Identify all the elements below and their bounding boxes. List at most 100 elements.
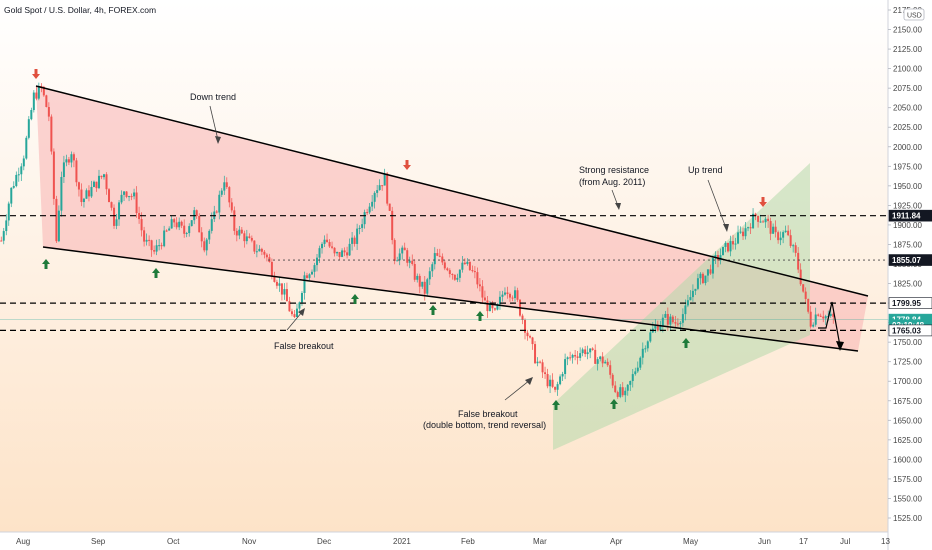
candle-body — [175, 222, 178, 228]
time-tick-label: May — [683, 537, 698, 546]
candle-body — [323, 239, 326, 244]
candle-body — [832, 313, 835, 317]
candle-body — [168, 228, 171, 231]
candle-body — [278, 283, 281, 286]
candle-body — [143, 230, 146, 242]
time-tick-label: 17 — [799, 537, 808, 546]
candle-body — [288, 301, 291, 312]
candle-body — [423, 281, 426, 294]
candle-body — [822, 316, 825, 319]
price-tick-label: 1525.00 — [893, 514, 922, 523]
candle-body — [691, 290, 694, 298]
candle-body — [67, 159, 70, 163]
candle-body — [356, 228, 359, 244]
candle-body — [258, 248, 261, 252]
candle-body — [684, 305, 687, 315]
currency-label[interactable]: USD — [907, 13, 922, 20]
candle-body — [170, 219, 173, 229]
annotation-false-breakout-1: False breakout — [274, 308, 334, 351]
up-arrow-icon — [476, 311, 484, 321]
candle-body — [406, 250, 409, 263]
annotation-up-trend: Up trend — [688, 165, 729, 232]
up-trend-pointer-head — [723, 224, 729, 232]
candle-body — [631, 374, 634, 382]
candle-body — [689, 297, 692, 301]
candle-body — [308, 274, 311, 278]
candle-body — [210, 219, 213, 231]
candle-body — [145, 239, 148, 242]
candle-body — [5, 220, 8, 232]
candle-body — [732, 241, 735, 245]
candle-body — [794, 245, 797, 253]
candle-body — [40, 85, 43, 87]
candle-body — [47, 107, 50, 117]
candle-body — [128, 196, 131, 198]
price-tag — [888, 324, 932, 337]
strong-resistance-pointer-head — [615, 203, 621, 210]
up-trend-label: Up trend — [688, 165, 723, 175]
candle-body — [629, 381, 632, 385]
candle-body — [0, 240, 3, 242]
candle-body — [135, 192, 138, 214]
candle-body — [376, 190, 379, 193]
candle-body — [65, 159, 68, 163]
candle-body — [12, 186, 15, 188]
candle-body — [95, 181, 98, 189]
candle-body — [531, 337, 534, 345]
candle-body — [734, 243, 737, 245]
candle-body — [280, 283, 283, 295]
annotation-strong-resistance: Strong resistance (from Aug. 2011) — [579, 165, 649, 210]
candle-body — [243, 233, 246, 242]
up-arrow-icon — [552, 400, 560, 410]
candle-body — [245, 236, 248, 242]
candle-body — [228, 187, 231, 203]
candle-body — [604, 361, 607, 364]
candle-body — [223, 182, 226, 191]
candle-body — [396, 260, 399, 262]
candle-body — [714, 254, 717, 259]
downtrend-channel — [36, 86, 868, 351]
candle-body — [446, 268, 449, 271]
candle-body — [253, 240, 256, 252]
candle-body — [230, 202, 233, 211]
candle-body — [120, 194, 123, 203]
candle-body — [418, 275, 421, 287]
price-tag-label: 1765.03 — [892, 326, 921, 335]
candle-body — [744, 228, 747, 237]
candle-body — [508, 293, 511, 298]
candle-body — [471, 270, 474, 272]
candle-body — [539, 361, 542, 363]
price-tick-label: 1625.00 — [893, 436, 922, 445]
candle-body — [2, 231, 5, 241]
candle-body — [616, 392, 619, 397]
candle-body — [358, 227, 361, 229]
marker-arrows — [32, 69, 767, 410]
candle-body — [762, 221, 765, 223]
candle-body — [371, 201, 374, 207]
candle-body — [37, 85, 40, 99]
candle-body — [438, 255, 441, 257]
candle-body — [208, 230, 211, 240]
candle-body — [273, 276, 276, 282]
candle-body — [431, 264, 434, 272]
price-tick-label: 1750.00 — [893, 338, 922, 347]
candle-body — [113, 207, 116, 226]
candle-body — [333, 247, 336, 254]
time-tick-label: Mar — [533, 537, 547, 546]
candle-body — [544, 372, 547, 375]
candle-body — [541, 362, 544, 373]
candle-body — [32, 92, 35, 111]
candle-body — [498, 296, 501, 305]
axis-background — [888, 0, 932, 550]
currency-selector[interactable]: USD — [903, 8, 925, 21]
candle-body — [641, 348, 644, 358]
down-arrow-icon — [32, 69, 40, 79]
price-tick-label: 2150.00 — [893, 26, 922, 35]
time-tick-label: Nov — [242, 537, 256, 546]
candle-body — [476, 272, 479, 285]
candle-body — [526, 332, 529, 337]
currency-badge[interactable] — [903, 8, 925, 21]
candle-body — [829, 313, 832, 317]
candle-body — [110, 202, 113, 208]
